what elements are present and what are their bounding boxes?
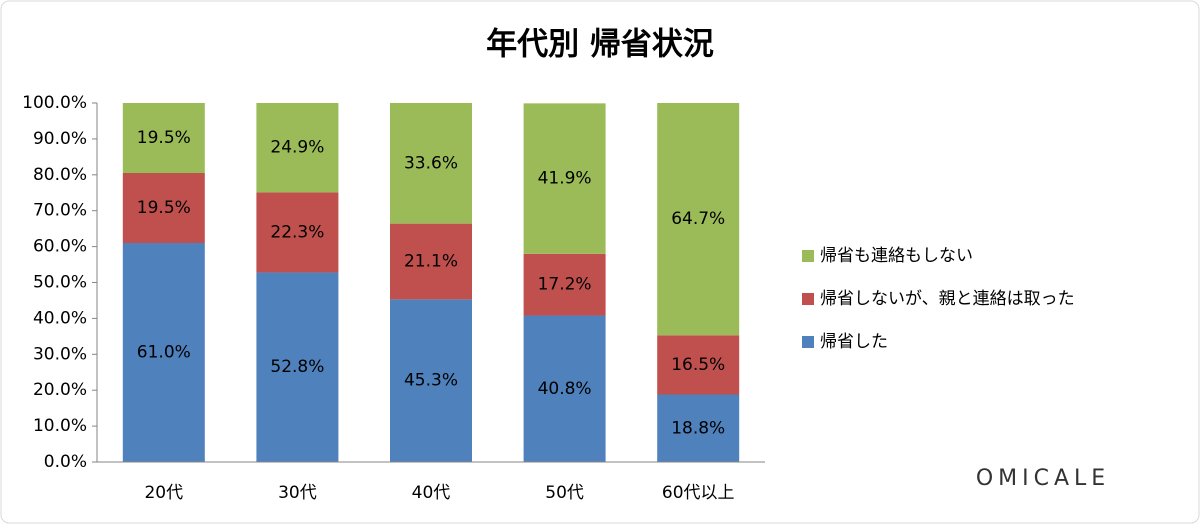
y-tick-label: 0.0%: [44, 452, 87, 472]
value-label: 41.9%: [538, 169, 592, 189]
y-tick-label: 100.0%: [22, 93, 87, 113]
value-label: 19.5%: [137, 198, 191, 218]
y-tick-label: 60.0%: [33, 237, 87, 257]
y-tick-label: 40.0%: [33, 308, 87, 328]
value-label: 18.8%: [671, 418, 725, 438]
bar-segment: [390, 223, 472, 300]
value-label: 45.3%: [404, 371, 458, 391]
y-tick-label: 80.0%: [33, 165, 87, 185]
chart-title: 年代別 帰省状況: [486, 27, 714, 63]
legend-swatch: [802, 250, 814, 262]
bar-segment: [657, 103, 740, 336]
x-tick-label: 60代以上: [662, 483, 735, 503]
bar-segment: [122, 173, 205, 244]
logo: OMICALE: [976, 466, 1110, 491]
value-label: 61.0%: [137, 343, 191, 363]
y-tick-label: 20.0%: [33, 380, 87, 400]
value-label: 40.8%: [538, 379, 592, 399]
y-tick-label: 70.0%: [33, 201, 87, 221]
y-tick-label: 50.0%: [33, 273, 87, 293]
x-tick-label: 20代: [144, 483, 183, 503]
x-tick-label: 50代: [545, 483, 584, 503]
y-tick-label: 30.0%: [33, 344, 87, 364]
value-label: 19.5%: [137, 128, 191, 148]
y-tick-label: 90.0%: [33, 129, 87, 149]
legend-swatch: [802, 293, 814, 305]
value-label: 64.7%: [671, 209, 725, 229]
value-label: 24.9%: [270, 138, 324, 158]
x-tick-label: 40代: [412, 483, 451, 503]
value-label: 33.6%: [404, 153, 458, 173]
bar-segment: [256, 103, 339, 193]
legend-label: 帰省しないが、親と連絡は取った: [820, 289, 1075, 309]
bar-segment: [390, 103, 472, 224]
value-label: 16.5%: [671, 355, 725, 375]
bar-segment: [657, 335, 740, 395]
bar-segment: [523, 103, 606, 254]
bar-segment: [256, 192, 339, 273]
bar-segment: [122, 103, 205, 174]
bar-segment: [523, 315, 606, 462]
bar-segment: [122, 243, 205, 462]
bar-segment: [256, 272, 339, 462]
y-tick-label: 10.0%: [33, 416, 87, 436]
bar-segment: [523, 253, 606, 316]
legend-label: 帰省した: [820, 332, 888, 352]
value-label: 21.1%: [404, 251, 458, 271]
value-label: 22.3%: [270, 222, 324, 242]
x-tick-label: 30代: [278, 483, 317, 503]
value-label: 52.8%: [270, 357, 324, 377]
legend-swatch: [802, 336, 814, 348]
value-label: 17.2%: [538, 275, 592, 295]
legend-label: 帰省も連絡もしない: [820, 246, 973, 266]
bar-segment: [657, 394, 740, 462]
bar-segment: [390, 299, 472, 462]
